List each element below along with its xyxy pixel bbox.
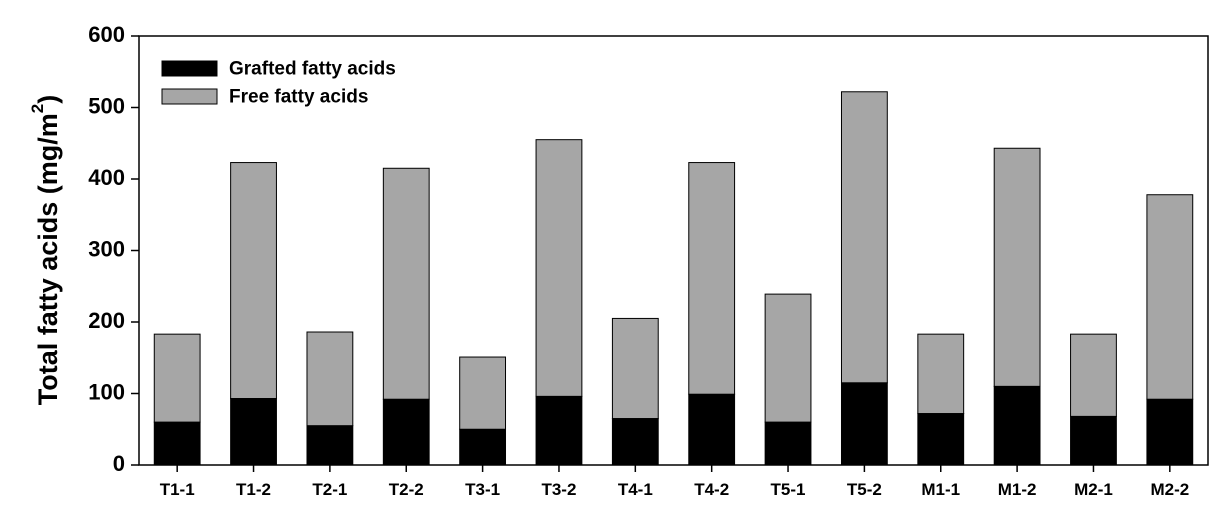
legend-label-free: Free fatty acids	[229, 87, 368, 108]
x-tick-label: M2-1	[1074, 480, 1113, 499]
bar-grafted-t5-2	[840, 382, 888, 466]
bar-grafted-t1-1	[153, 421, 201, 466]
x-tick-label: T5-2	[847, 480, 882, 499]
y-axis-label-text: Total fatty acids (mg/m	[33, 113, 63, 405]
bar-free-m1-2	[993, 147, 1041, 387]
y-tick-label: 300	[88, 236, 125, 261]
y-tick-label: 400	[88, 165, 125, 190]
legend-swatch-grafted	[161, 60, 218, 77]
y-tick-label: 200	[88, 308, 125, 333]
x-tick-label: T2-2	[389, 480, 424, 499]
y-tick-label: 100	[88, 379, 125, 404]
x-tick-label: T5-1	[771, 480, 806, 499]
bar-grafted-t2-1	[306, 425, 354, 466]
bar-free-m2-1	[1070, 333, 1117, 417]
x-tick-label: M1-2	[998, 480, 1037, 499]
y-axis-label-superscript: 2	[28, 104, 47, 113]
y-tick-label: 600	[88, 22, 125, 47]
bar-grafted-m1-1	[917, 413, 965, 466]
bar-free-t4-1	[611, 317, 659, 420]
y-tick-label: 0	[113, 451, 125, 476]
bar-free-t2-1	[306, 331, 354, 427]
x-tick-label: T4-1	[618, 480, 653, 499]
bar-grafted-t2-2	[382, 398, 430, 466]
bar-grafted-t4-1	[611, 418, 659, 466]
x-tick-label: T3-1	[465, 480, 500, 499]
x-tick-label: T2-1	[312, 480, 347, 499]
bar-grafted-m1-2	[993, 385, 1041, 466]
bar-free-t1-2	[230, 162, 277, 400]
x-tick-label: T4-2	[694, 480, 729, 499]
bar-free-t4-2	[688, 162, 736, 395]
x-tick-label: M2-2	[1150, 480, 1189, 499]
x-tick-label: M1-1	[921, 480, 960, 499]
bar-free-t5-2	[840, 91, 888, 384]
bar-free-m1-1	[917, 333, 965, 415]
bar-free-t3-2	[535, 139, 583, 397]
x-tick-label: T1-2	[236, 480, 271, 499]
bar-grafted-m2-1	[1070, 415, 1117, 466]
legend: Grafted fatty acids Free fatty acids	[161, 59, 396, 108]
svg-text:Total fatty acids (mg/m2): Total fatty acids (mg/m2)	[28, 95, 63, 406]
bar-free-t1-1	[153, 333, 201, 423]
bar-grafted-t1-2	[230, 398, 277, 466]
bar-grafted-t5-1	[764, 421, 812, 466]
bar-grafted-t3-1	[459, 428, 507, 466]
y-axis-label: Total fatty acids (mg/m2)	[28, 95, 63, 406]
bar-free-t3-1	[459, 356, 507, 430]
y-tick-label: 500	[88, 93, 125, 118]
bar-free-m2-2	[1146, 194, 1194, 400]
plot-area: 0 100 200 300 400 500 600 T1-1 T1-2 T2-1 T2-2 T3-1 T…	[88, 22, 1209, 499]
bar-grafted-t3-2	[535, 395, 583, 466]
legend-swatch-free	[161, 88, 218, 105]
x-tick-label: T3-2	[541, 480, 576, 499]
legend-label-grafted: Grafted fatty acids	[229, 59, 396, 80]
y-axis-label-close: )	[33, 95, 63, 104]
x-tick-label: T1-1	[160, 480, 195, 499]
bar-grafted-t4-2	[688, 393, 736, 466]
bar-grafted-m2-2	[1146, 398, 1194, 466]
bar-free-t2-2	[382, 167, 430, 400]
bar-free-t5-1	[764, 293, 812, 423]
